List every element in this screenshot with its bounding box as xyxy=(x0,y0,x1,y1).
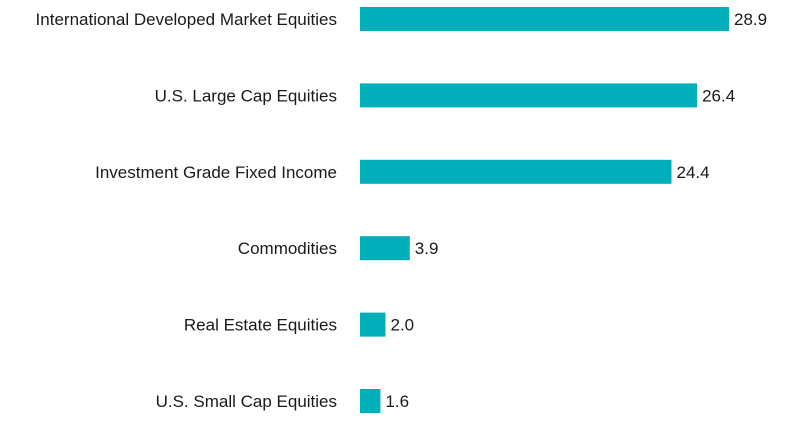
category-labels-group: International Developed Market Equities U… xyxy=(36,10,337,411)
category-label: Investment Grade Fixed Income xyxy=(95,163,337,182)
category-label: Real Estate Equities xyxy=(184,316,337,335)
category-label: Commodities xyxy=(238,239,337,258)
value-label: 24.4 xyxy=(677,163,710,182)
value-label: 3.9 xyxy=(415,239,439,258)
category-label: International Developed Market Equities xyxy=(36,10,337,29)
bar xyxy=(360,389,381,413)
bar xyxy=(360,83,698,108)
category-label: U.S. Small Cap Equities xyxy=(156,392,337,411)
bar xyxy=(360,159,672,184)
value-label: 26.4 xyxy=(702,86,735,105)
bar xyxy=(360,312,386,337)
value-labels-group: 28.9 26.4 24.4 3.9 2.0 1.6 xyxy=(385,10,767,411)
value-label: 28.9 xyxy=(734,10,767,29)
bar xyxy=(360,7,729,31)
bar xyxy=(360,236,410,261)
value-label: 2.0 xyxy=(391,316,415,335)
bars-group xyxy=(360,7,729,413)
value-label: 1.6 xyxy=(385,392,409,411)
category-label: U.S. Large Cap Equities xyxy=(155,86,337,105)
